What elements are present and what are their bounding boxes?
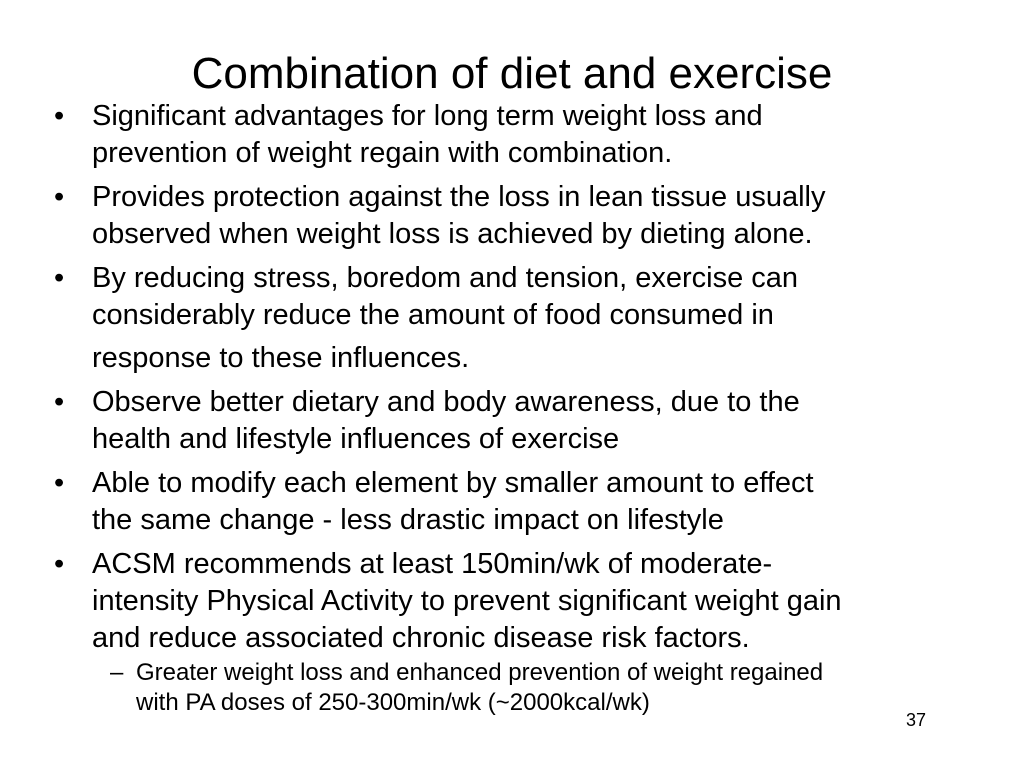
bullet-line: Provides protection against the loss in … xyxy=(92,181,826,213)
sub-bullet-line: with PA doses of 250-300min/wk (~2000kca… xyxy=(136,689,650,716)
sub-bullet-marker: – xyxy=(110,659,124,686)
bullet-line: By reducing stress, boredom and tension,… xyxy=(92,262,799,294)
bullet-marker: • xyxy=(54,181,65,213)
bullet-line: and reduce associated chronic disease ri… xyxy=(92,622,750,654)
bullet-line: Able to modify each element by smaller a… xyxy=(92,467,814,499)
bullet-marker: • xyxy=(54,100,65,132)
bullet-item: • By reducing stress, boredom and tensio… xyxy=(52,260,992,377)
bullet-item: • Significant advantages for long term w… xyxy=(52,98,992,172)
bullet-line: observed when weight loss is achieved by… xyxy=(92,218,813,250)
bullet-line: Significant advantages for long term wei… xyxy=(92,100,763,132)
bullet-line: considerably reduce the amount of food c… xyxy=(92,299,774,331)
bullet-marker: • xyxy=(54,262,65,294)
bullet-item: • Observe better dietary and body awaren… xyxy=(52,384,992,458)
sub-bullet-line: Greater weight loss and enhanced prevent… xyxy=(136,659,824,686)
bullet-line: prevention of weight regain with combina… xyxy=(92,137,673,169)
bullet-line: the same change - less drastic impact on… xyxy=(92,504,724,536)
slide-title: Combination of diet and exercise xyxy=(191,49,833,98)
bullet-item: • Provides protection against the loss i… xyxy=(52,179,992,253)
bullet-marker: • xyxy=(54,548,65,580)
bullet-line: response to these influences. xyxy=(92,342,470,374)
page-number: 37 xyxy=(906,710,927,730)
bullet-marker: • xyxy=(54,467,65,499)
bullet-marker: • xyxy=(54,386,65,418)
bullet-line: ACSM recommends at least 150min/wk of mo… xyxy=(92,548,773,580)
bullet-item: • ACSM recommends at least 150min/wk of … xyxy=(52,546,992,657)
bullet-line: intensity Physical Activity to prevent s… xyxy=(92,585,842,617)
sub-bullet-item: – Greater weight loss and enhanced preve… xyxy=(52,658,992,718)
bullet-item: • Able to modify each element by smaller… xyxy=(52,465,992,539)
bullet-list: • Significant advantages for long term w… xyxy=(52,98,992,718)
bullet-line: Observe better dietary and body awarenes… xyxy=(92,386,800,418)
bullet-line: health and lifestyle influences of exerc… xyxy=(92,423,620,455)
